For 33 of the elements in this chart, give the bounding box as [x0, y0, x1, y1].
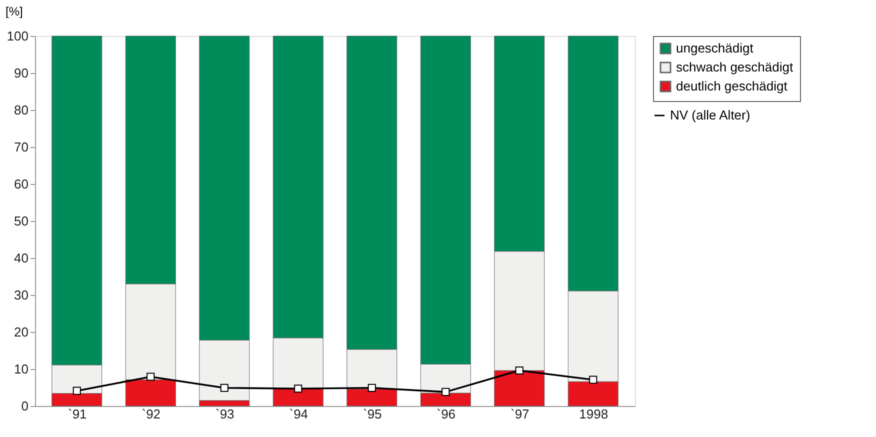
legend-label: ungeschädigt — [676, 40, 754, 56]
y-tick-label: 20 — [14, 324, 28, 340]
legend-label: schwach geschädigt — [676, 60, 794, 74]
x-tick-label: `97 — [510, 406, 530, 422]
x-tick-label: 1998 — [579, 406, 608, 422]
y-tick-label: 90 — [14, 66, 28, 80]
point — [146, 372, 155, 381]
y-tick-label: 70 — [14, 140, 28, 154]
point — [589, 376, 598, 384]
x-tick-label: `96 — [436, 406, 456, 422]
x-tick-label: `95 — [362, 406, 382, 422]
point — [515, 366, 524, 375]
y-tick-label: 10 — [14, 362, 28, 376]
x-tick-label: `92 — [142, 406, 161, 422]
y-tick-label: 30 — [14, 288, 28, 302]
legend-label: NV (alle Alter) — [670, 108, 750, 122]
point — [72, 386, 81, 395]
x-tick-label: `94 — [289, 406, 308, 422]
x-tick-label: `93 — [215, 406, 234, 422]
y-axis-title: [%] — [6, 4, 23, 18]
y-tick-label: 0 — [21, 398, 28, 414]
point — [368, 384, 376, 392]
y-tick-label: 80 — [14, 102, 28, 118]
point — [442, 388, 450, 396]
y-tick-label: 50 — [14, 214, 28, 228]
x-tick-label: `91 — [68, 406, 87, 422]
point — [294, 384, 302, 393]
legend-label: deutlich geschädigt — [676, 78, 788, 94]
y-tick-label: 60 — [14, 176, 28, 192]
y-tick-label: 40 — [14, 250, 28, 266]
point — [220, 384, 228, 392]
y-tick-label: 100 — [6, 28, 28, 44]
bar — [272, 388, 324, 406]
